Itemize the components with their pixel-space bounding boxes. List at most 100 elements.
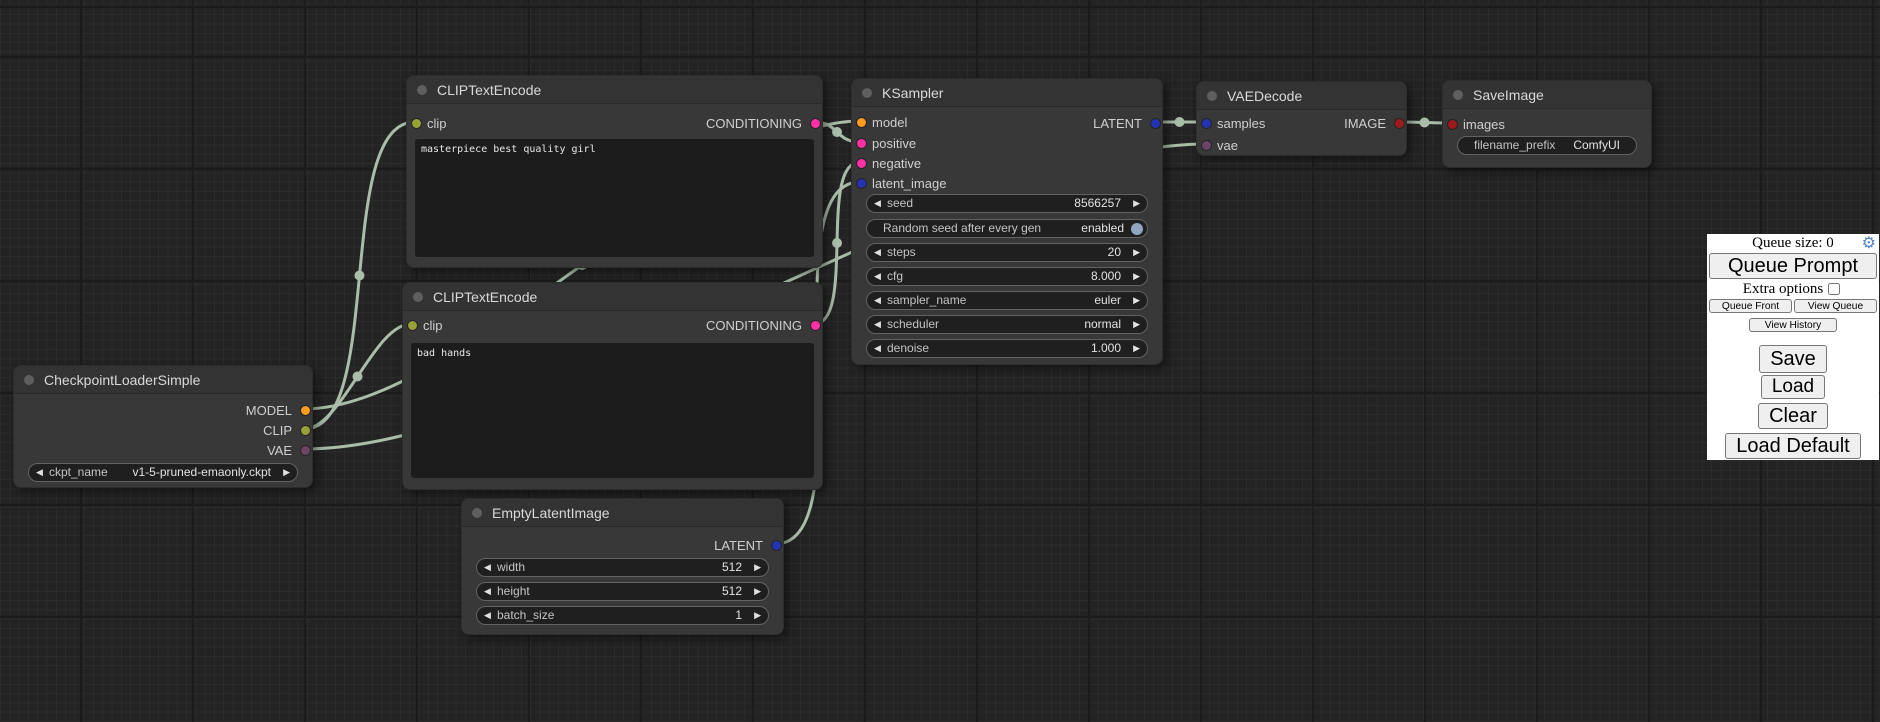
node-title-bar[interactable]: CLIPTextEncode [403, 283, 822, 311]
decrement-arrow-icon[interactable]: ◀ [874, 343, 881, 353]
decrement-arrow-icon[interactable]: ◀ [874, 198, 881, 208]
input-slot-label: latent_image [872, 175, 947, 191]
increment-arrow-icon[interactable]: ▶ [1133, 295, 1140, 305]
CONDITIONING-output-slot[interactable] [810, 320, 820, 330]
widget-cfg[interactable]: ◀ ▶ cfg 8.000 [866, 267, 1148, 286]
vae-input-slot[interactable] [1201, 140, 1211, 150]
node-k-sampler[interactable]: KSampler model positive negative latent_imag… [851, 78, 1163, 365]
decrement-arrow-icon[interactable]: ◀ [874, 247, 881, 257]
widget-value: 8566257 [1074, 196, 1121, 210]
node-empty-latent-image[interactable]: EmptyLatentImage LATENT ◀ ▶ width 512 ◀ ▶ height… [461, 498, 784, 635]
load-button[interactable]: Load [1760, 375, 1826, 399]
input-slot-label: images [1463, 116, 1505, 132]
node-save-image[interactable]: SaveImage images filename_prefix ComfyUI [1442, 80, 1652, 168]
negative-input-slot[interactable] [856, 158, 866, 168]
widget-label: batch_size [497, 608, 555, 622]
decrement-arrow-icon[interactable]: ◀ [874, 295, 881, 305]
widget-steps[interactable]: ◀ ▶ steps 20 [866, 243, 1148, 262]
increment-arrow-icon[interactable]: ▶ [1133, 247, 1140, 257]
node-title: CheckpointLoaderSimple [44, 372, 201, 388]
increment-arrow-icon[interactable]: ▶ [1133, 271, 1140, 281]
decrement-arrow-icon[interactable]: ◀ [874, 319, 881, 329]
widget-value: 8.000 [1090, 269, 1121, 283]
increment-arrow-icon[interactable]: ▶ [1133, 343, 1140, 353]
collapse-dot-icon[interactable] [24, 375, 34, 385]
collapse-dot-icon[interactable] [417, 85, 427, 95]
input-slot-label: vae [1217, 137, 1238, 153]
model-input-slot[interactable] [856, 117, 866, 127]
widget-value: enabled [1081, 221, 1124, 235]
LATENT-output-slot[interactable] [771, 540, 781, 550]
queue-front-button[interactable]: Queue Front [1709, 299, 1792, 313]
prompt-textarea[interactable]: bad hands [411, 343, 814, 478]
node-title: CLIPTextEncode [433, 289, 538, 305]
collapse-dot-icon[interactable] [862, 88, 872, 98]
view-queue-button[interactable]: View Queue [1794, 299, 1877, 313]
toggle-dot[interactable] [1131, 222, 1143, 235]
decrement-arrow-icon[interactable]: ◀ [484, 610, 491, 620]
prompt-textarea[interactable]: masterpiece best quality girl [415, 139, 814, 257]
MODEL-output-slot[interactable] [300, 405, 310, 415]
increment-arrow-icon[interactable]: ▶ [754, 610, 761, 620]
widget-value: 512 [721, 584, 742, 598]
extra-options-label: Extra options [1742, 281, 1824, 297]
widget-width[interactable]: ◀ ▶ width 512 [476, 558, 769, 577]
increment-arrow-icon[interactable]: ▶ [754, 562, 761, 572]
node-title-bar[interactable]: KSampler [852, 79, 1162, 107]
widget-height[interactable]: ◀ ▶ height 512 [476, 582, 769, 601]
widget-denoise[interactable]: ◀ ▶ denoise 1.000 [866, 339, 1148, 358]
output-slot-label: LATENT [1093, 115, 1142, 131]
CLIP-output-slot[interactable] [300, 425, 310, 435]
widget-ckpt-name[interactable]: ◀ ▶ ckpt_name v1-5-pruned-emaonly.ckpt [28, 463, 298, 482]
node-title-bar[interactable]: EmptyLatentImage [462, 499, 783, 527]
node-title-bar[interactable]: CheckpointLoaderSimple [14, 366, 312, 394]
samples-input-slot[interactable] [1201, 118, 1211, 128]
widget-batch-size[interactable]: ◀ ▶ batch_size 1 [476, 606, 769, 625]
node-checkpoint-loader-simple[interactable]: CheckpointLoaderSimple MODEL CLIP VAE ◀ ▶ ckpt… [13, 365, 313, 488]
link-midpoint-dot [832, 238, 842, 248]
collapse-dot-icon[interactable] [1207, 91, 1217, 101]
increment-arrow-icon[interactable]: ▶ [754, 586, 761, 596]
increment-arrow-icon[interactable]: ▶ [1133, 319, 1140, 329]
increment-arrow-icon[interactable]: ▶ [1133, 198, 1140, 208]
queue-prompt-button[interactable]: Queue Prompt [1709, 253, 1877, 279]
node-title-bar[interactable]: VAEDecode [1197, 82, 1406, 110]
increment-arrow-icon[interactable]: ▶ [283, 467, 290, 477]
VAE-output-slot[interactable] [300, 445, 310, 455]
node-title: VAEDecode [1227, 88, 1303, 104]
extra-options-checkbox[interactable] [1828, 283, 1841, 295]
clip-input-slot[interactable] [407, 320, 417, 330]
node-vae-decode[interactable]: VAEDecode samples vae IMAGE [1196, 81, 1407, 156]
clip-input-slot[interactable] [411, 118, 421, 128]
decrement-arrow-icon[interactable]: ◀ [36, 467, 43, 477]
IMAGE-output-slot[interactable] [1394, 118, 1404, 128]
collapse-dot-icon[interactable] [1453, 90, 1463, 100]
collapse-dot-icon[interactable] [472, 508, 482, 518]
widget-seed[interactable]: ◀ ▶ seed 8566257 [866, 194, 1148, 213]
collapse-dot-icon[interactable] [413, 292, 423, 302]
LATENT-output-slot[interactable] [1150, 118, 1160, 128]
node-clip-text-encode-positive[interactable]: CLIPTextEncode clip CONDITIONING masterpiec… [406, 75, 823, 268]
widget-value: normal [1084, 317, 1121, 331]
widget-filename-prefix[interactable]: filename_prefix ComfyUI [1457, 136, 1637, 155]
decrement-arrow-icon[interactable]: ◀ [484, 562, 491, 572]
positive-input-slot[interactable] [856, 138, 866, 148]
widget-random-seed-after-every-gen[interactable]: Random seed after every gen enabled [866, 219, 1148, 238]
save-button[interactable]: Save [1759, 345, 1827, 373]
images-input-slot[interactable] [1447, 119, 1457, 129]
widget-sampler-name[interactable]: ◀ ▶ sampler_name euler [866, 291, 1148, 310]
view-history-button[interactable]: View History [1749, 318, 1837, 332]
decrement-arrow-icon[interactable]: ◀ [874, 271, 881, 281]
latent_image-input-slot[interactable] [856, 178, 866, 188]
clear-button[interactable]: Clear [1758, 403, 1828, 429]
settings-gear-icon[interactable]: ⚙ [1861, 235, 1876, 252]
node-title-bar[interactable]: SaveImage [1443, 81, 1651, 109]
widget-label: cfg [887, 269, 904, 283]
CONDITIONING-output-slot[interactable] [810, 118, 820, 128]
node-clip-text-encode-negative[interactable]: CLIPTextEncode clip CONDITIONING bad hands [402, 282, 823, 490]
node-title-bar[interactable]: CLIPTextEncode [407, 76, 822, 104]
load-default-button[interactable]: Load Default [1725, 433, 1861, 459]
widget-scheduler[interactable]: ◀ ▶ scheduler normal [866, 315, 1148, 334]
decrement-arrow-icon[interactable]: ◀ [484, 586, 491, 596]
